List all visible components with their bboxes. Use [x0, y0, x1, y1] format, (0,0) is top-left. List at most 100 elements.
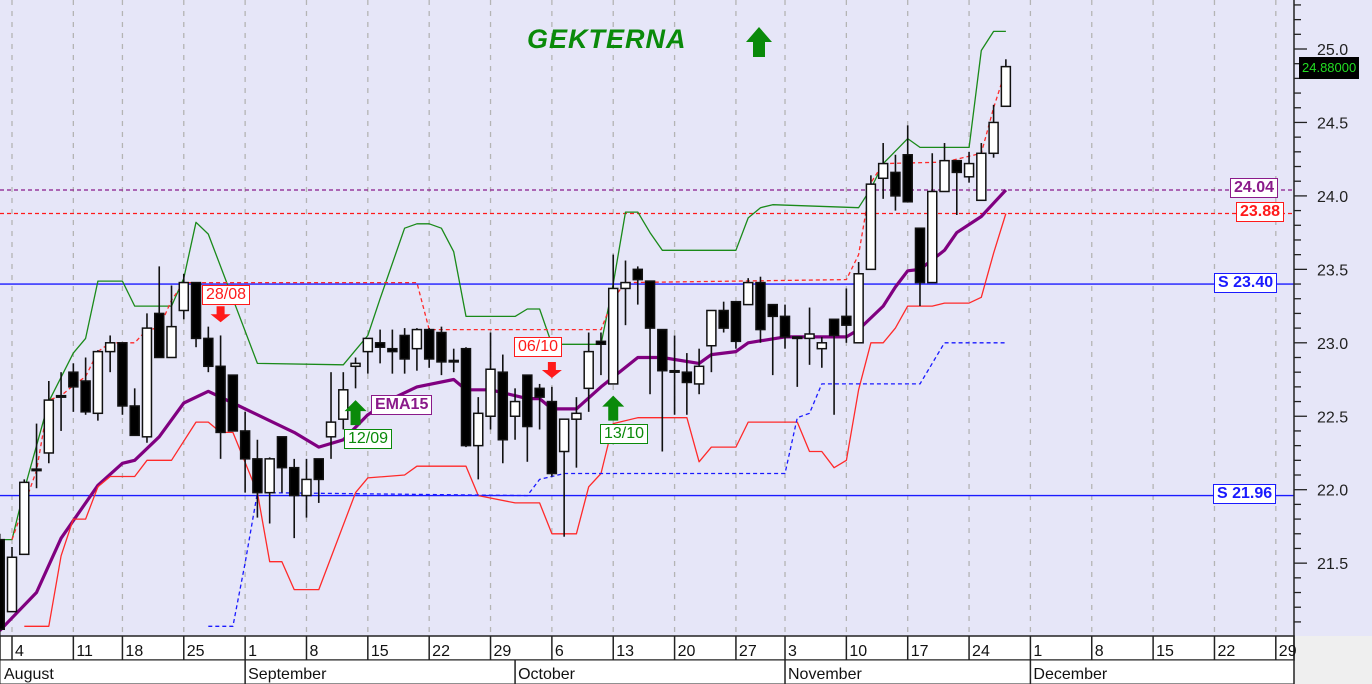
candle-body-down: [546, 400, 558, 475]
candle: [399, 328, 410, 374]
y-tick-label: 23.5: [1317, 262, 1348, 279]
candle: [55, 372, 67, 431]
candle: [68, 363, 79, 412]
candle-body-down: [215, 365, 226, 434]
candle-body-down: [203, 337, 214, 368]
candle-body-up: [706, 309, 717, 347]
date-tick-label: 25: [187, 643, 205, 660]
candle: [374, 329, 386, 364]
candle-body-up: [877, 162, 889, 180]
candle: [902, 125, 913, 203]
candle: [178, 273, 190, 320]
candle-body-down: [68, 371, 79, 388]
candle: [571, 397, 582, 468]
candle-body-down: [730, 300, 742, 343]
candle-body-down: [657, 328, 668, 372]
candle: [963, 151, 975, 183]
support-label-23-40: S 23.40: [1214, 273, 1278, 293]
candle-body-down: [841, 315, 852, 326]
signal-label-sell: 06/10: [514, 337, 563, 357]
candle: [742, 278, 754, 306]
date-tick-label: 17: [911, 643, 929, 660]
candle-body-up: [963, 162, 975, 178]
candle: [6, 546, 18, 613]
candle-body-up: [927, 190, 938, 284]
support-label-21-96: S 21.96: [1213, 484, 1277, 504]
candle-body-up: [350, 362, 361, 368]
candle-body-down: [190, 281, 202, 340]
candle-body-up: [816, 342, 828, 350]
y-tick-label: 24.5: [1317, 115, 1348, 132]
candle: [129, 388, 140, 437]
candle: [92, 350, 104, 421]
y-tick-label: 23.0: [1317, 336, 1348, 353]
date-tick-label: 13: [616, 643, 634, 660]
date-tick-label: 29: [494, 643, 512, 660]
candle: [362, 337, 374, 374]
buy-arrow-icon: [602, 395, 625, 421]
candle: [632, 266, 644, 305]
candle: [767, 303, 778, 376]
candle-body-up: [166, 325, 177, 359]
candle: [607, 254, 619, 385]
indicator-line: [24, 213, 1007, 627]
chart-title: GEKTERNA: [527, 24, 687, 54]
date-tick-label: 1: [248, 643, 257, 660]
candle-body-up: [19, 481, 30, 556]
candle: [252, 439, 263, 518]
candle: [583, 332, 594, 412]
candle: [215, 335, 226, 459]
date-tick-label: 18: [125, 643, 143, 660]
candle: [473, 397, 484, 480]
y-tick-label: 25.0: [1317, 42, 1348, 59]
candle: [890, 154, 901, 211]
candle: [227, 374, 239, 432]
candle: [669, 335, 680, 415]
level-label-23-88: 23.88: [1236, 202, 1285, 222]
candle: [558, 418, 570, 537]
candle-body-down: [80, 380, 91, 413]
month-axis-row: [0, 659, 1295, 684]
y-tick-label: 22.0: [1317, 483, 1348, 500]
candle: [387, 329, 398, 374]
month-label: August: [4, 666, 54, 683]
candle-body-up: [485, 368, 496, 418]
candle: [288, 458, 300, 539]
y-tick-label: 21.5: [1317, 556, 1348, 573]
candle-body-down: [497, 371, 509, 441]
candle: [264, 457, 275, 524]
candle-body-down: [890, 171, 901, 197]
y-tick-label: 22.5: [1317, 409, 1348, 426]
candle: [411, 328, 423, 371]
candle: [914, 227, 926, 307]
date-tick-label: 22: [1217, 643, 1235, 660]
signal-label-sell: 28/08: [202, 285, 251, 305]
candle: [657, 328, 668, 452]
candle: [276, 436, 288, 493]
date-tick-label: 29: [1279, 643, 1297, 660]
date-tick-label: 1: [1033, 643, 1042, 660]
candle: [681, 353, 693, 415]
candle-body-down: [0, 538, 5, 631]
candle: [448, 348, 459, 373]
candle-body-down: [129, 405, 140, 437]
candle-body-up: [558, 418, 570, 453]
corner-background: [1294, 636, 1372, 684]
candle-body-up: [301, 478, 312, 497]
date-tick-label: 20: [678, 643, 696, 660]
date-tick-label: 15: [1156, 643, 1174, 660]
candle: [693, 348, 705, 395]
candle: [31, 423, 42, 489]
candle: [927, 153, 938, 284]
candle-body-down: [313, 458, 324, 481]
candle: [350, 357, 361, 389]
candle: [595, 332, 607, 376]
candle-body-down: [227, 374, 239, 432]
candle-body-up: [792, 336, 803, 340]
candle-body-up: [865, 183, 877, 271]
candle: [19, 479, 30, 556]
candle-body-up: [976, 152, 987, 202]
candle-body-up: [939, 159, 950, 193]
candle: [117, 342, 128, 415]
